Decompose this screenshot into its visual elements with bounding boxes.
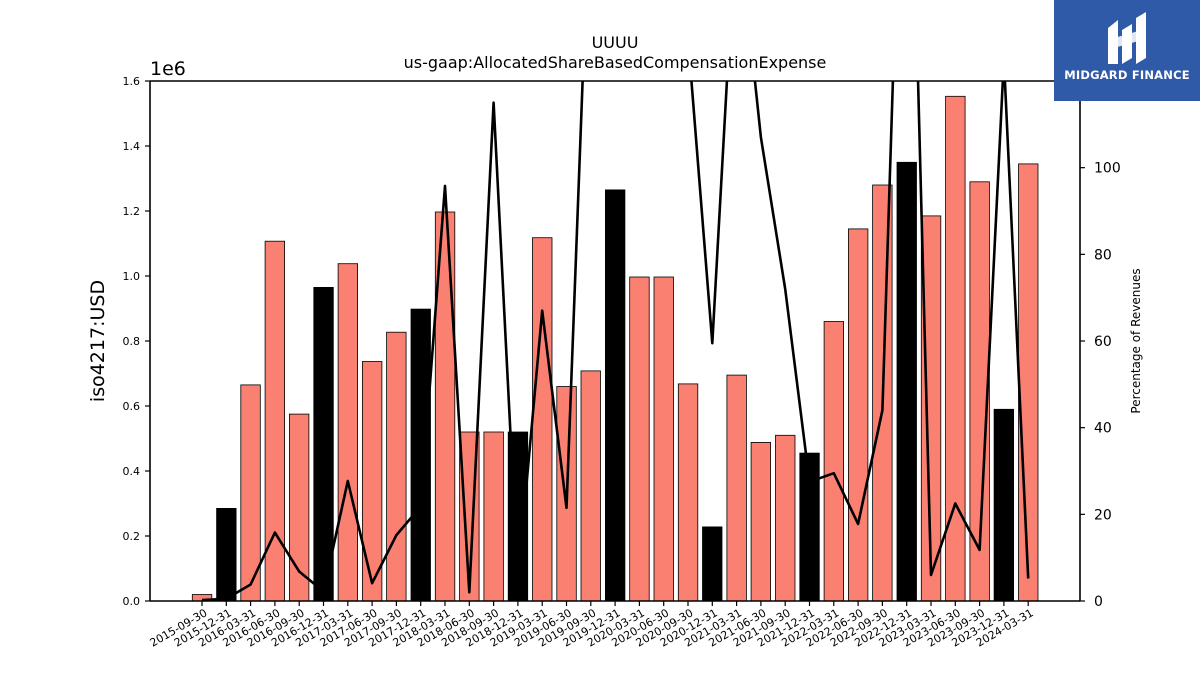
bar-2017-03-31 xyxy=(337,263,359,602)
y2-tick-label: 40 xyxy=(1094,421,1112,437)
y-axis-label: iso4217:USD xyxy=(87,280,109,402)
line-series xyxy=(201,81,1030,601)
y-tick-label: 1.0 xyxy=(123,270,141,283)
axes: 0.00.20.40.60.81.01.21.41.60204060801002… xyxy=(123,75,1121,650)
brand-logo: MIDGARD FINANCE xyxy=(1054,0,1200,101)
y-tick-label: 0.4 xyxy=(123,465,141,478)
bar-2021-03-31 xyxy=(726,374,747,602)
y-tick-label: 1.4 xyxy=(123,140,141,153)
bar-2020-03-31 xyxy=(629,276,650,602)
bar-2017-12-31 xyxy=(410,308,431,602)
y2-tick-label: 60 xyxy=(1094,334,1112,350)
y-tick-label: 0.8 xyxy=(123,335,141,348)
bar-2018-09-30 xyxy=(483,431,504,602)
bar-2016-12-31 xyxy=(313,286,334,602)
y-tick-label: 0.0 xyxy=(123,595,141,608)
chart-title: UUUU xyxy=(592,33,639,52)
bar-2020-09-30 xyxy=(677,383,699,602)
bar-2020-06-30 xyxy=(653,276,674,602)
y2-axis-label: Percentage of Revenues xyxy=(1129,268,1143,413)
chart-subtitle: us-gaap:AllocatedShareBasedCompensationE… xyxy=(404,53,827,72)
percentage-line xyxy=(201,81,584,601)
y2-tick-label: 0 xyxy=(1094,594,1103,610)
bar-2019-09-30 xyxy=(580,370,601,602)
y-tick-label: 0.2 xyxy=(123,530,141,543)
y2-tick-label: 100 xyxy=(1094,161,1121,177)
bar-2022-06-30 xyxy=(848,228,869,602)
bar-2017-06-30 xyxy=(361,361,383,602)
bar-2021-09-30 xyxy=(775,434,796,602)
bar-2024-03-31 xyxy=(1018,163,1039,602)
bar-2022-12-31 xyxy=(896,161,917,602)
bar-2019-03-31 xyxy=(532,237,553,602)
y-tick-label: 0.6 xyxy=(123,400,141,413)
percentage-line xyxy=(690,81,1030,579)
y2-tick-label: 20 xyxy=(1094,507,1112,523)
bar-2023-12-31 xyxy=(993,408,1014,602)
y-offset-label: 1e6 xyxy=(150,58,186,80)
bar-2015-12-31 xyxy=(216,507,237,602)
y2-tick-label: 80 xyxy=(1094,247,1112,263)
logo-icon xyxy=(1108,12,1146,64)
bar-series xyxy=(191,95,1039,602)
bar-2019-12-31 xyxy=(605,189,626,602)
y-tick-label: 1.2 xyxy=(123,205,141,218)
bar-2021-06-30 xyxy=(750,441,771,602)
logo-text: MIDGARD FINANCE xyxy=(1064,68,1190,82)
y-tick-label: 1.6 xyxy=(123,75,141,88)
bar-2022-03-31 xyxy=(823,321,844,602)
bar-2017-09-30 xyxy=(386,331,407,602)
bar-2020-12-31 xyxy=(702,526,723,602)
